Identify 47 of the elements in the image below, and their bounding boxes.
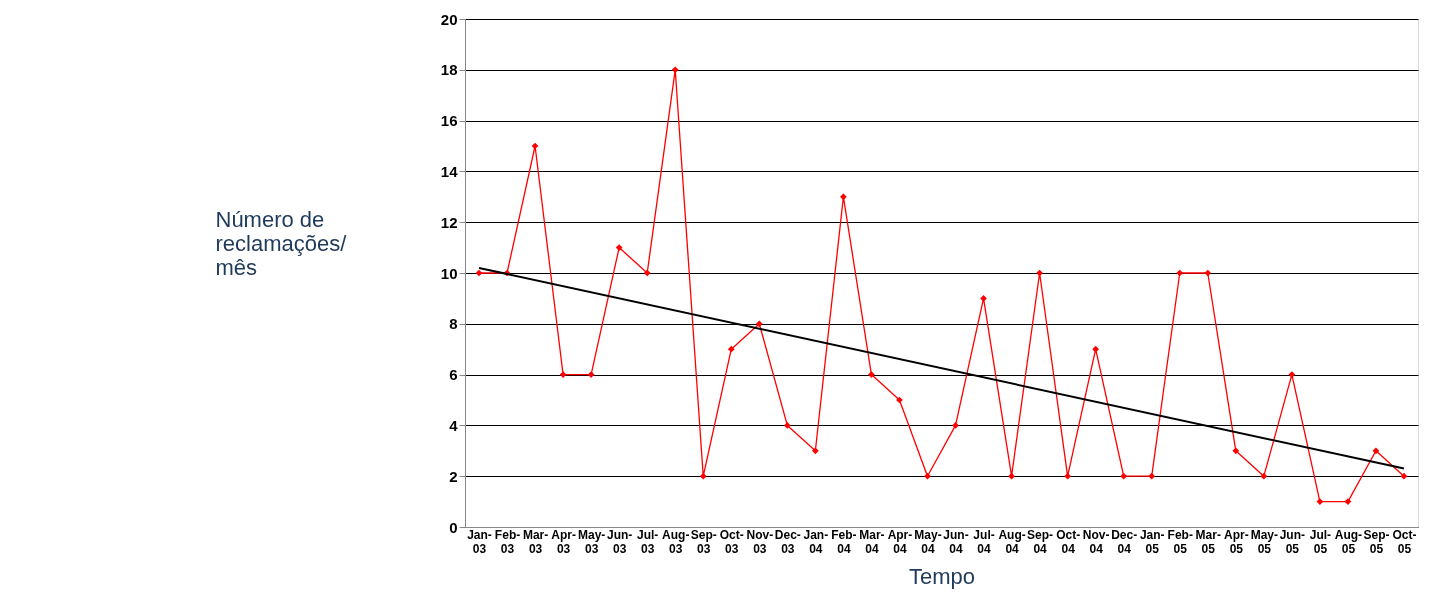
x-tick-label: Sep-05 <box>1363 527 1390 556</box>
x-tick-label: Mar-05 <box>1195 527 1221 556</box>
x-tick-label: Jun-05 <box>1279 527 1306 556</box>
x-tick-label: Jan-04 <box>803 527 829 556</box>
y-axis-title: Número de reclamações/ mês <box>215 206 348 280</box>
x-tick-label: May-05 <box>1250 527 1279 556</box>
x-tick-label: Mar-03 <box>522 527 549 556</box>
y-tick-label: 14 <box>440 162 459 180</box>
x-tick-label: Apr-03 <box>551 527 576 556</box>
x-tick-label: Jul-05 <box>1309 527 1332 556</box>
y-tick-label: 20 <box>440 10 458 28</box>
y-tick-label: 2 <box>449 467 458 485</box>
y-tick-label: 8 <box>449 315 458 333</box>
y-tick-label: 4 <box>449 416 459 434</box>
x-tick-label: Jan-03 <box>467 527 492 556</box>
x-tick-label: Apr-05 <box>1223 527 1249 556</box>
x-tick-label: Sep-04 <box>1027 527 1054 556</box>
x-tick-label: Feb-05 <box>1167 527 1193 556</box>
x-tick-label: Dec-04 <box>1111 527 1138 556</box>
x-tick-label: Jul-03 <box>637 527 659 556</box>
x-tick-label: Dec-03 <box>774 527 801 556</box>
x-tick-label: Apr-04 <box>887 527 913 556</box>
y-tick-label: 10 <box>440 264 458 282</box>
x-tick-label: Oct-05 <box>1392 527 1417 556</box>
x-tick-label: Nov-04 <box>1082 527 1110 556</box>
x-tick-label: May-04 <box>914 527 942 556</box>
x-axis-title: Tempo <box>908 563 976 589</box>
x-tick-label: Aug-05 <box>1334 527 1363 556</box>
x-tick-label: Aug-03 <box>662 527 690 556</box>
x-tick-label: Oct-03 <box>719 527 744 556</box>
x-tick-label: Nov-03 <box>746 527 774 556</box>
x-tick-label: Oct-04 <box>1056 527 1081 556</box>
x-tick-label: Sep-03 <box>690 527 717 556</box>
x-tick-label: Jun-03 <box>606 527 633 556</box>
x-tick-label: Jan-05 <box>1139 527 1165 556</box>
y-tick-label: 6 <box>449 366 458 384</box>
x-tick-label: Feb-04 <box>831 527 857 556</box>
x-tick-label: Mar-04 <box>859 527 885 556</box>
x-tick-label: Jul-04 <box>973 527 995 556</box>
x-tick-label: Aug-04 <box>998 527 1026 556</box>
y-tick-label: 0 <box>449 518 458 536</box>
x-tick-label: May-03 <box>577 527 606 556</box>
x-tick-label: Feb-03 <box>494 527 521 556</box>
y-tick-label: 12 <box>440 213 458 231</box>
y-tick-label: 16 <box>440 112 458 130</box>
y-tick-label: 18 <box>440 61 458 79</box>
x-tick-label: Jun-04 <box>943 527 969 556</box>
